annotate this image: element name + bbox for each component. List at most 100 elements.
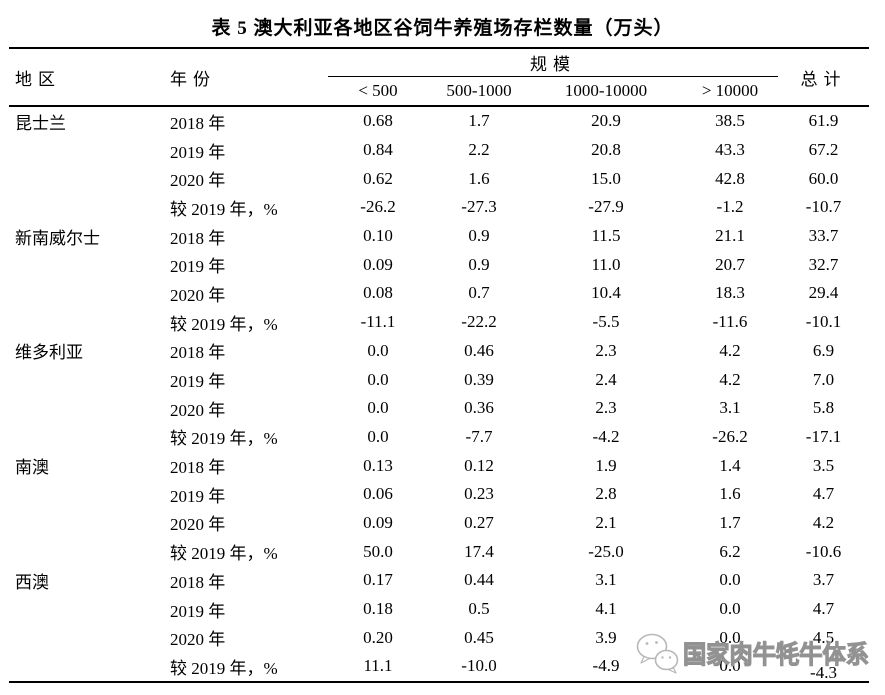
region-name-empty bbox=[9, 365, 165, 394]
value-cell: 0.62 bbox=[363, 168, 393, 188]
value-cell: 50.0 bbox=[363, 541, 393, 561]
value-cell: 6.2 bbox=[719, 541, 741, 561]
value-cell: 0.18 bbox=[363, 599, 393, 619]
value-cell: 3.9 bbox=[595, 627, 617, 647]
table-title: 表 5 澳大利亚各地区谷饲牛养殖场存栏数量（万头） bbox=[211, 18, 674, 39]
table-row: 昆士兰 2018 年 0.68 1.7 20.9 38.5 61.9 bbox=[9, 106, 869, 136]
col-header-total: 总计 bbox=[800, 69, 847, 89]
table-row: 较 2019 年，% -11.1 -22.2 -5.5 -11.6 -10.1 bbox=[9, 308, 869, 337]
value-cell: 0.84 bbox=[363, 140, 393, 160]
value-cell: 2.8 bbox=[595, 484, 617, 504]
value-cell: -25.0 bbox=[588, 541, 624, 561]
table-row: 维多利亚 2018 年 0.0 0.46 2.3 4.2 6.9 bbox=[9, 337, 869, 366]
value-cell: 1.9 bbox=[595, 455, 617, 475]
value-cell: 2.4 bbox=[595, 369, 617, 389]
value-cell: 0.68 bbox=[363, 111, 393, 131]
region-name-empty bbox=[9, 480, 165, 509]
value-cell: 0.12 bbox=[464, 455, 494, 475]
value-cell: 33.7 bbox=[808, 226, 839, 246]
value-cell: -10.6 bbox=[805, 541, 842, 561]
table-row: 2020 年 0.08 0.7 10.4 18.3 29.4 bbox=[9, 279, 869, 308]
row-label: 较 2019 年，% bbox=[170, 314, 278, 334]
row-label: 2018 年 bbox=[170, 458, 226, 478]
table-row: 较 2019 年，% -26.2 -27.3 -27.9 -1.2 -10.7 bbox=[9, 193, 869, 222]
table-row: 2020 年 0.0 0.36 2.3 3.1 5.8 bbox=[9, 394, 869, 423]
value-cell: 42.8 bbox=[715, 168, 745, 188]
row-label: 2020 年 bbox=[170, 630, 226, 650]
scale-col-header: 500-1000 bbox=[446, 81, 512, 100]
value-cell: 32.7 bbox=[808, 254, 839, 274]
row-label: 较 2019 年，% bbox=[170, 429, 278, 449]
value-cell: 0.06 bbox=[363, 484, 393, 504]
scale-subheader-row: < 500 500-1000 1000-10000 > 10000 bbox=[9, 77, 869, 107]
value-cell: 2.2 bbox=[468, 140, 490, 160]
value-cell: -4.2 bbox=[592, 426, 620, 446]
value-cell: -26.2 bbox=[712, 426, 748, 446]
value-cell: 0.20 bbox=[363, 627, 393, 647]
value-cell: 3.1 bbox=[719, 398, 741, 418]
value-cell: 43.3 bbox=[715, 140, 745, 160]
value-cell: 0.0 bbox=[367, 426, 389, 446]
value-cell: -4.3 bbox=[810, 663, 837, 683]
value-cell: -26.2 bbox=[360, 197, 396, 217]
value-cell: 4.1 bbox=[595, 599, 617, 619]
value-cell: -10.0 bbox=[461, 656, 497, 676]
table-row: 2019 年 0.09 0.9 11.0 20.7 32.7 bbox=[9, 250, 869, 279]
table-row: 较 2019 年，% 50.0 17.4 -25.0 6.2 -10.6 bbox=[9, 537, 869, 566]
header-row-main: 地区 年份 规模 总计 bbox=[9, 48, 869, 89]
value-cell: -11.6 bbox=[712, 312, 748, 332]
region-name: 维多利亚 bbox=[15, 343, 83, 363]
row-label: 较 2019 年，% bbox=[170, 658, 278, 678]
value-cell: 0.46 bbox=[464, 340, 494, 360]
row-label: 较 2019 年，% bbox=[170, 199, 278, 219]
value-cell: 1.7 bbox=[719, 512, 741, 532]
row-label: 2020 年 bbox=[170, 400, 226, 420]
table-body: 昆士兰 2018 年 0.68 1.7 20.9 38.5 61.9 2019 年 0.84 2.… bbox=[9, 106, 869, 682]
value-cell: 4.7 bbox=[812, 484, 835, 504]
value-cell: 20.9 bbox=[591, 111, 621, 131]
region-name-empty bbox=[9, 509, 165, 538]
value-cell: 0.0 bbox=[719, 656, 741, 676]
value-cell: 3.5 bbox=[812, 455, 835, 475]
table-row: 西澳 2018 年 0.17 0.44 3.1 0.0 3.7 bbox=[9, 566, 869, 595]
col-header-year: 年份 bbox=[170, 69, 216, 89]
table-row: 2019 年 0.06 0.23 2.8 1.6 4.7 bbox=[9, 480, 869, 509]
row-label: 2019 年 bbox=[170, 372, 226, 392]
value-cell: 4.2 bbox=[719, 340, 741, 360]
region-name-empty bbox=[9, 308, 165, 337]
row-label: 2018 年 bbox=[170, 343, 226, 363]
table-row: 2020 年 0.62 1.6 15.0 42.8 60.0 bbox=[9, 164, 869, 193]
value-cell: -5.5 bbox=[592, 312, 620, 332]
col-header-scale: 规模 bbox=[328, 48, 778, 77]
value-cell: 1.6 bbox=[468, 168, 490, 188]
value-cell: 2.3 bbox=[595, 340, 617, 360]
region-name-empty bbox=[9, 279, 165, 308]
value-cell: 0.0 bbox=[719, 599, 741, 619]
table-row: 2019 年 0.18 0.5 4.1 0.0 4.7 bbox=[9, 595, 869, 624]
value-cell: 0.09 bbox=[363, 512, 393, 532]
value-cell: 29.4 bbox=[808, 283, 839, 303]
value-cell: 11.1 bbox=[363, 656, 393, 676]
value-cell: 1.6 bbox=[719, 484, 741, 504]
value-cell: 10.4 bbox=[591, 283, 621, 303]
scale-col-header: 1000-10000 bbox=[564, 81, 648, 100]
table-row: 2019 年 0.0 0.39 2.4 4.2 7.0 bbox=[9, 365, 869, 394]
value-cell: 2.3 bbox=[595, 398, 617, 418]
row-label: 2019 年 bbox=[170, 601, 226, 621]
table-row: 南澳 2018 年 0.13 0.12 1.9 1.4 3.5 bbox=[9, 451, 869, 480]
value-cell: 60.0 bbox=[808, 168, 839, 188]
value-cell: 0.13 bbox=[363, 455, 393, 475]
value-cell: 38.5 bbox=[715, 111, 745, 131]
value-cell: 3.1 bbox=[595, 570, 617, 590]
row-label: 2019 年 bbox=[170, 257, 226, 277]
row-label: 2018 年 bbox=[170, 228, 226, 248]
value-cell: -10.7 bbox=[805, 197, 842, 217]
value-cell: 0.27 bbox=[464, 512, 494, 532]
value-cell: 4.5 bbox=[812, 627, 835, 647]
value-cell: 4.2 bbox=[719, 369, 741, 389]
region-name-empty bbox=[9, 595, 165, 624]
value-cell: 0.0 bbox=[367, 340, 389, 360]
value-cell: -4.9 bbox=[592, 656, 620, 676]
row-label: 2020 年 bbox=[170, 171, 226, 191]
